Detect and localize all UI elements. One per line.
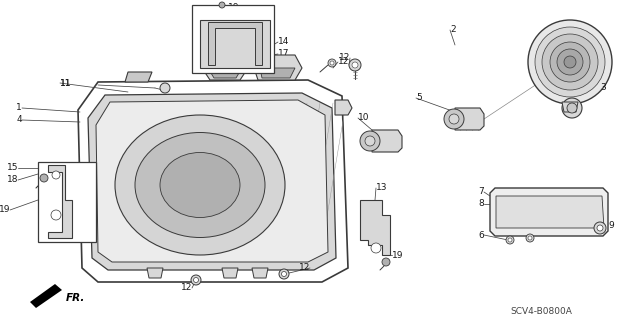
Circle shape	[279, 269, 289, 279]
Polygon shape	[208, 22, 262, 65]
Circle shape	[349, 59, 361, 71]
Polygon shape	[96, 100, 328, 262]
Circle shape	[352, 62, 358, 68]
Text: 6: 6	[478, 230, 484, 239]
Circle shape	[535, 27, 605, 97]
Polygon shape	[260, 68, 295, 78]
Circle shape	[557, 49, 583, 75]
Text: 17: 17	[278, 50, 289, 59]
Circle shape	[564, 56, 576, 68]
Circle shape	[51, 210, 61, 220]
Circle shape	[382, 258, 390, 266]
Text: 12: 12	[339, 53, 350, 62]
Ellipse shape	[115, 115, 285, 255]
Polygon shape	[496, 196, 604, 228]
Circle shape	[526, 234, 534, 242]
Circle shape	[506, 236, 514, 244]
Polygon shape	[490, 188, 608, 236]
Circle shape	[371, 243, 381, 253]
Polygon shape	[202, 55, 248, 80]
Circle shape	[444, 109, 464, 129]
Circle shape	[365, 136, 375, 146]
Text: 11: 11	[60, 78, 72, 87]
Polygon shape	[335, 100, 352, 115]
Bar	[38, 162, 96, 242]
Circle shape	[160, 83, 170, 93]
Text: 9: 9	[608, 220, 614, 229]
Polygon shape	[455, 108, 484, 130]
Text: SCV4-B0800A: SCV4-B0800A	[510, 308, 572, 316]
Polygon shape	[147, 268, 163, 278]
Polygon shape	[125, 72, 152, 82]
Circle shape	[193, 277, 198, 283]
Circle shape	[594, 222, 606, 234]
Text: 12: 12	[299, 263, 310, 273]
Text: 7: 7	[478, 188, 484, 196]
Text: 13: 13	[376, 183, 387, 193]
Ellipse shape	[160, 153, 240, 218]
Text: 8: 8	[478, 199, 484, 209]
Text: 11: 11	[60, 78, 72, 87]
Text: 19: 19	[0, 205, 10, 214]
Text: 1: 1	[16, 103, 22, 113]
Circle shape	[562, 98, 582, 118]
Polygon shape	[372, 130, 402, 152]
Polygon shape	[562, 102, 578, 112]
Circle shape	[567, 103, 577, 113]
Circle shape	[449, 114, 459, 124]
Polygon shape	[360, 200, 390, 255]
Polygon shape	[254, 55, 302, 80]
Text: 12: 12	[338, 58, 349, 67]
Text: 2: 2	[450, 26, 456, 35]
Circle shape	[191, 275, 201, 285]
Circle shape	[528, 236, 532, 240]
Text: FR.: FR.	[66, 293, 85, 303]
Circle shape	[282, 271, 287, 276]
Text: 14: 14	[278, 37, 289, 46]
Bar	[192, 5, 274, 73]
Text: 5: 5	[416, 93, 422, 102]
Circle shape	[550, 42, 590, 82]
Polygon shape	[252, 268, 268, 278]
Circle shape	[360, 131, 380, 151]
Text: 18: 18	[6, 175, 18, 185]
Text: 10: 10	[358, 114, 369, 123]
Circle shape	[528, 20, 612, 104]
Ellipse shape	[135, 132, 265, 237]
Polygon shape	[200, 20, 270, 68]
Polygon shape	[78, 80, 348, 282]
Text: 4: 4	[17, 116, 22, 124]
Polygon shape	[222, 268, 238, 278]
Text: 12: 12	[180, 284, 192, 292]
Polygon shape	[88, 93, 336, 270]
Circle shape	[330, 61, 334, 65]
Text: 19: 19	[392, 251, 403, 260]
Circle shape	[597, 225, 603, 231]
Circle shape	[52, 171, 60, 179]
Text: 15: 15	[6, 164, 18, 172]
Circle shape	[542, 34, 598, 90]
Circle shape	[328, 59, 336, 67]
Text: 19: 19	[228, 4, 239, 12]
Text: 3: 3	[600, 84, 605, 92]
Circle shape	[40, 174, 48, 182]
Polygon shape	[30, 284, 62, 308]
Polygon shape	[48, 165, 72, 238]
Polygon shape	[208, 68, 242, 78]
Circle shape	[219, 2, 225, 8]
Circle shape	[508, 238, 512, 242]
